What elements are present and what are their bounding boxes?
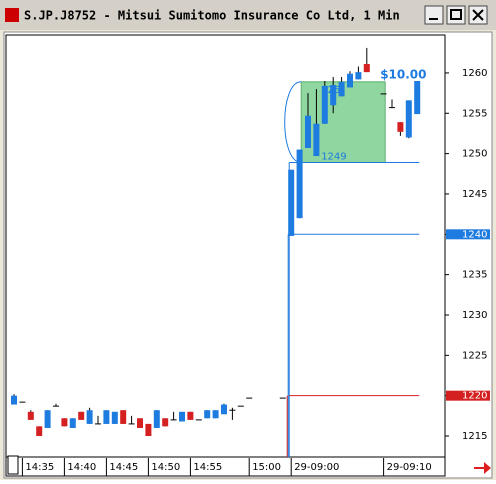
candle-body bbox=[145, 423, 152, 437]
y-tick-label: 1255 bbox=[462, 108, 487, 119]
y-tick-label: 1260 bbox=[462, 68, 487, 79]
candle-body bbox=[137, 418, 143, 428]
x-tick-label: 14:50 bbox=[151, 462, 180, 473]
candle-body bbox=[69, 418, 76, 428]
app-icon bbox=[5, 8, 19, 22]
candle-body bbox=[288, 169, 295, 236]
candle-body bbox=[27, 411, 34, 420]
price-marker-label: 1240 bbox=[462, 229, 487, 240]
candle-body bbox=[313, 123, 320, 157]
candle-body bbox=[162, 418, 169, 427]
x-tick-label: 15:00 bbox=[252, 462, 281, 473]
maximize-button[interactable] bbox=[446, 5, 466, 25]
candle-body bbox=[44, 410, 51, 428]
price-marker bbox=[446, 229, 490, 240]
x-tick-label: 14:55 bbox=[193, 462, 222, 473]
candle-body bbox=[212, 410, 219, 419]
window-title: S.JP.J8752 - Mitsui Sumitomo Insurance C… bbox=[24, 9, 400, 23]
range-arc bbox=[284, 81, 302, 163]
candle-body bbox=[330, 85, 337, 106]
x-tick-label: 14:45 bbox=[109, 462, 138, 473]
y-tick-label: 1245 bbox=[462, 189, 487, 200]
x-tick-label: 29-09:00 bbox=[294, 462, 339, 473]
x-axis-band bbox=[5, 456, 446, 477]
candle-body bbox=[414, 80, 421, 115]
candle-body bbox=[86, 410, 93, 424]
price-marker bbox=[446, 390, 490, 401]
y-tick-label: 1250 bbox=[462, 149, 487, 160]
candle-body bbox=[187, 411, 194, 420]
candle-body bbox=[78, 411, 85, 420]
title-bar bbox=[0, 0, 496, 30]
candle-body bbox=[11, 395, 17, 405]
candle-body bbox=[111, 411, 118, 424]
candle-body bbox=[321, 85, 328, 124]
candle-body bbox=[355, 72, 362, 80]
candle-body bbox=[221, 404, 227, 415]
candle-body bbox=[338, 81, 345, 97]
x-tick-label: 14:35 bbox=[25, 462, 54, 473]
range-annotation: $10.00 bbox=[380, 67, 426, 81]
candle-body bbox=[103, 410, 110, 424]
price-marker-label: 1220 bbox=[462, 391, 487, 402]
candle-body bbox=[305, 115, 311, 148]
candle-body bbox=[397, 122, 404, 132]
range-low-label: 1249 bbox=[321, 151, 346, 162]
candle-body bbox=[405, 100, 412, 138]
candle-body bbox=[347, 73, 353, 88]
y-tick-label: 1230 bbox=[462, 310, 487, 321]
candle-body bbox=[204, 410, 211, 419]
y-tick-label: 1215 bbox=[462, 431, 487, 442]
candle-body bbox=[296, 149, 303, 219]
y-tick-label: 1225 bbox=[462, 350, 487, 361]
candle-body bbox=[36, 426, 43, 437]
candle-body bbox=[153, 410, 160, 428]
candle-body bbox=[363, 64, 370, 73]
y-tick-label: 1235 bbox=[462, 270, 487, 281]
candle-body bbox=[179, 411, 185, 422]
scroll-arrow[interactable] bbox=[474, 462, 491, 474]
scroll-handle[interactable] bbox=[7, 455, 19, 475]
candle-body bbox=[61, 418, 68, 427]
minimize-button[interactable] bbox=[424, 5, 444, 25]
x-tick-label: 29-09:10 bbox=[387, 462, 432, 473]
candle-body bbox=[120, 410, 127, 424]
x-tick-label: 14:40 bbox=[67, 462, 96, 473]
